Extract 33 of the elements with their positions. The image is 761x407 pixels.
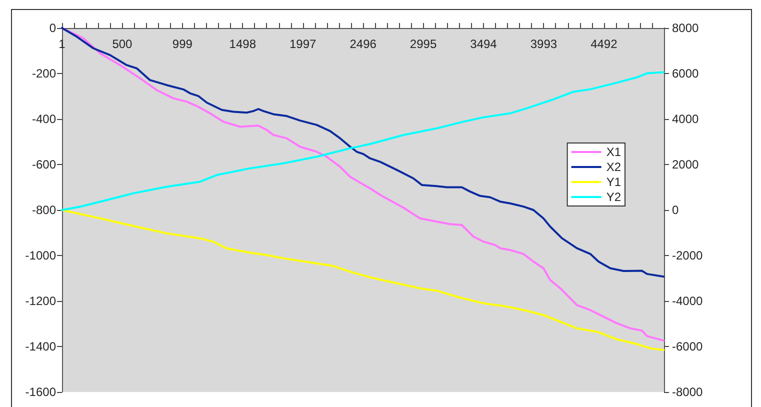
legend-label: Y1	[606, 175, 622, 189]
x-tick-label: 3993	[530, 37, 558, 51]
y-tick-label: -600	[32, 158, 56, 172]
y2-tick-label: 6000	[672, 66, 700, 80]
y-tick-label: -1200	[25, 294, 56, 308]
y2-tick-label: 0	[672, 203, 679, 217]
y-tick-label: -1400	[25, 340, 56, 354]
y2-tick-label: -6000	[672, 340, 704, 354]
legend-label: Y2	[606, 190, 622, 204]
x-tick-label: 2496	[350, 37, 377, 51]
y-tick-label: -200	[32, 66, 56, 80]
x-tick-label: 3494	[470, 37, 498, 51]
y2-tick-label: 8000	[672, 21, 700, 35]
x-tick-label: 4492	[590, 37, 618, 51]
x-tick-label: 500	[112, 37, 133, 51]
y-tick-label: -400	[32, 112, 56, 126]
legend-label: X2	[606, 160, 622, 174]
x-tick-label: 1498	[229, 37, 256, 51]
legend-label: X1	[606, 145, 622, 159]
y2-tick-label: -4000	[672, 294, 704, 308]
y2-tick-label: 4000	[672, 112, 700, 126]
line-series	[61, 71, 665, 211]
y-tick-label: 0	[49, 21, 56, 35]
y2-tick-label: 2000	[672, 158, 700, 172]
y-tick-label: -1600	[25, 385, 56, 399]
y-tick-label: -800	[32, 203, 56, 217]
y2-tick-label: -8000	[672, 385, 704, 399]
line-series	[61, 209, 665, 352]
x-tick-label: 999	[172, 37, 193, 51]
x-tick-label: 1997	[289, 37, 317, 51]
y-tick-label: -1000	[25, 248, 56, 262]
y2-tick-label: -2000	[672, 248, 704, 262]
x-tick-label: 2995	[410, 37, 437, 51]
